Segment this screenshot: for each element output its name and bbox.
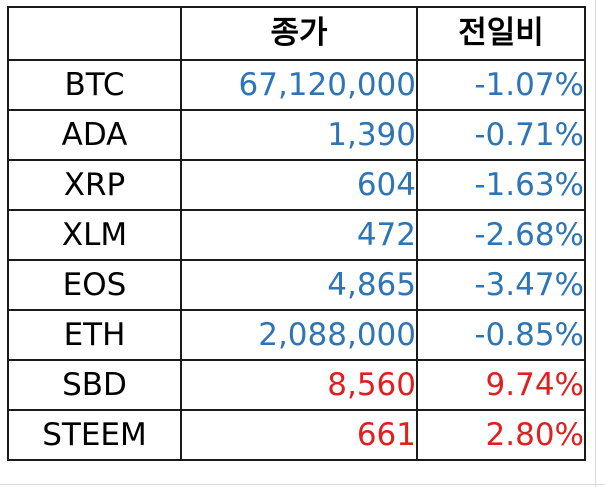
change-rate-cell[interactable]: 9.74% [416,359,586,411]
symbol-cell[interactable]: STEEM [7,409,182,461]
symbol-cell[interactable]: XRP [7,159,182,211]
change-rate-cell[interactable]: -0.85% [416,309,586,361]
close-price-cell[interactable]: 472 [180,209,418,261]
table-row: SBD 8,560 9.74% [7,359,586,411]
table-row: BTC 67,120,000 -1.07% [7,59,586,111]
symbol-cell[interactable]: EOS [7,259,182,311]
change-rate-cell[interactable]: -1.07% [416,59,586,111]
symbol-cell[interactable]: BTC [7,59,182,111]
table-row: EOS 4,865 -3.47% [7,259,586,311]
close-price-cell[interactable]: 2,088,000 [180,309,418,361]
change-rate-cell[interactable]: -1.63% [416,159,586,211]
close-price-cell[interactable]: 4,865 [180,259,418,311]
close-price-cell[interactable]: 661 [180,409,418,461]
header-cell-close[interactable]: 종가 [180,6,418,61]
table-row: ETH 2,088,000 -0.85% [7,309,586,361]
close-price-cell[interactable]: 1,390 [180,109,418,161]
table-row: XLM 472 -2.68% [7,209,586,261]
close-price-cell[interactable]: 8,560 [180,359,418,411]
symbol-cell[interactable]: ADA [7,109,182,161]
price-table: 종가 전일비 BTC 67,120,000 -1.07% ADA 1,390 -0.71%… [7,6,586,461]
change-rate-cell[interactable]: 2.80% [416,409,586,461]
symbol-cell[interactable]: SBD [7,359,182,411]
table-body: BTC 67,120,000 -1.07% ADA 1,390 -0.71% XRP 604-… [7,59,586,461]
header-row: 종가 전일비 [7,6,586,61]
change-rate-cell[interactable]: -0.71% [416,109,586,161]
close-price-cell[interactable]: 67,120,000 [180,59,418,111]
table-row: STEEM 661 2.80% [7,409,586,461]
grid-line-bottom [0,484,605,485]
header-cell-change[interactable]: 전일비 [416,6,586,61]
symbol-cell[interactable]: XLM [7,209,182,261]
table-row: XRP 604 -1.63% [7,159,586,211]
header-cell-symbol[interactable] [7,6,182,61]
close-price-cell[interactable]: 604 [180,159,418,211]
symbol-cell[interactable]: ETH [7,309,182,361]
change-rate-cell[interactable]: -3.47% [416,259,586,311]
grid-line-right [595,0,596,487]
table-row: ADA 1,390 -0.71% [7,109,586,161]
change-rate-cell[interactable]: -2.68% [416,209,586,261]
